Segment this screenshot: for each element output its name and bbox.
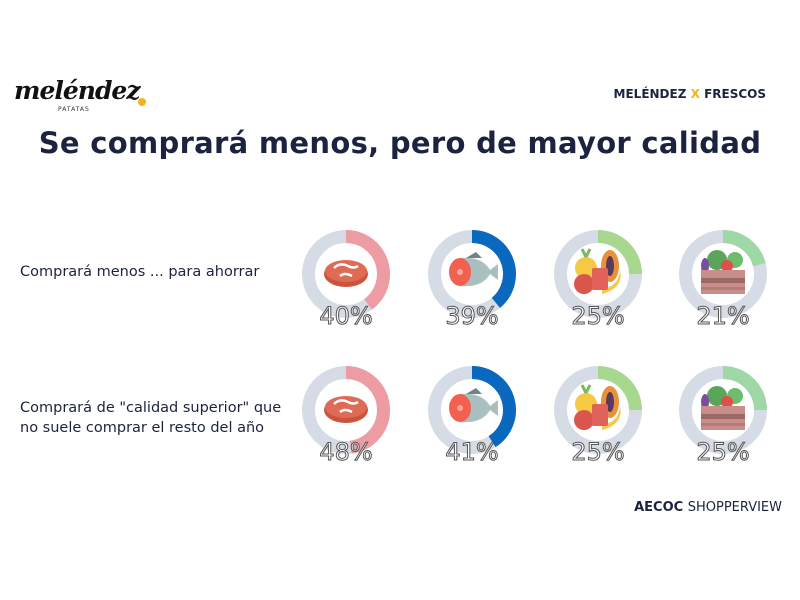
donut-percent-label: 25% [696, 438, 749, 466]
fruit-icon [574, 384, 621, 430]
donut-percent-label: 40% [319, 302, 372, 330]
fish-icon [449, 388, 498, 423]
vegetable-crate-icon [701, 386, 745, 430]
row-label-1: Comprará menos ... para ahorrar [20, 264, 260, 280]
donut-value-arc [597, 366, 642, 411]
donut-value-arc [471, 366, 516, 448]
brand-header: MELÉNDEZ X FRESCOS [613, 87, 766, 101]
donut-percent-label: 21% [696, 302, 749, 330]
logo-dot [138, 98, 146, 106]
donut-percent-label: 48% [319, 438, 372, 466]
donut-value-arc [471, 230, 516, 308]
row-label-2: Comprará de "calidad superior" que no su… [20, 400, 282, 436]
donut-value-arc [345, 366, 390, 454]
donut-carne-row1: 40% [302, 230, 390, 331]
donut-fruta-row1: 25% [554, 230, 642, 331]
page-title: Se comprará menos, pero de mayor calidad [38, 126, 762, 160]
vegetable-crate-icon [701, 250, 745, 294]
fruit-icon [574, 248, 621, 294]
donut-percent-label: 41% [445, 438, 498, 466]
donut-value-arc [722, 230, 766, 267]
donut-pescado-row2: 41% [428, 366, 516, 467]
fish-icon [449, 252, 498, 287]
steak-icon [324, 396, 368, 423]
donut-fruta-row2: 25% [554, 366, 642, 467]
donut-percent-label: 39% [445, 302, 498, 330]
donut-value-arc [722, 366, 767, 411]
steak-icon [324, 260, 368, 287]
donut-value-arc [597, 230, 642, 275]
donut-carne-row2: 48% [302, 366, 390, 467]
donut-pescado-row1: 39% [428, 230, 516, 331]
donut-value-arc [345, 230, 390, 310]
donut-verdura-row1: 21% [679, 230, 767, 331]
melendez-logo: meléndez PATATAS [14, 76, 146, 113]
source-footer: AECOC SHOPPERVIEW [634, 500, 782, 515]
donut-percent-label: 25% [571, 302, 624, 330]
donut-percent-label: 25% [571, 438, 624, 466]
donut-verdura-row2: 25% [679, 366, 767, 467]
